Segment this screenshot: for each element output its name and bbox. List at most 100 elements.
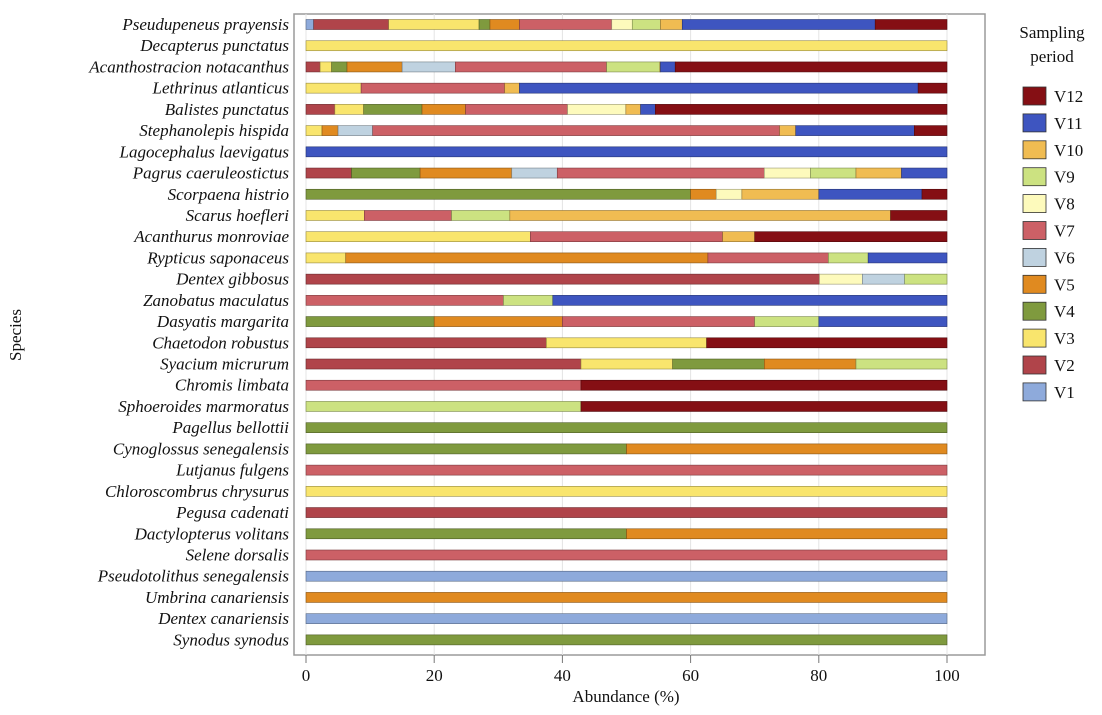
y-axis-title: Species (6, 309, 25, 361)
bar-segment (337, 125, 373, 136)
bar-segment (305, 464, 948, 476)
bar-row (305, 188, 948, 200)
bar-row (305, 570, 948, 582)
bar-segment (504, 82, 520, 94)
bar-segment (567, 104, 627, 115)
x-tick-label: 80 (810, 666, 827, 685)
gridlines (305, 14, 948, 655)
legend-swatch (1022, 382, 1047, 402)
bar-segment (305, 273, 820, 285)
bar-segment (722, 231, 756, 242)
legend-label: V3 (1054, 329, 1075, 348)
legend-label: V4 (1054, 302, 1075, 321)
bar-row (305, 528, 948, 540)
species-label: Lagocephalus laevigatus (118, 142, 289, 161)
bar-segment (305, 210, 365, 221)
bar-segment (818, 188, 923, 200)
species-label: Dentex gibbosus (175, 270, 289, 289)
bar-segment (655, 104, 948, 115)
bar-row (305, 273, 948, 285)
bar-segment (626, 443, 948, 455)
legend: V12 V11 V10 V9 V8 V7 V6 V5 V4 V3 V2 V1 (1022, 86, 1083, 402)
bar-segment (305, 82, 362, 94)
bar-segment (631, 19, 661, 30)
species-label: Chromis limbata (175, 376, 289, 395)
legend-label: V1 (1054, 383, 1075, 402)
bar-segment (305, 231, 531, 242)
legend-swatch (1022, 274, 1047, 294)
bar-segment (914, 125, 948, 136)
bar-row (305, 125, 948, 136)
bar-row (305, 507, 948, 518)
bar-segment (819, 273, 863, 285)
bar-segment (707, 252, 829, 264)
bar-segment (345, 252, 709, 264)
bar-segment (305, 252, 347, 264)
bar-segment (319, 61, 332, 73)
legend-title-line2: period (1030, 47, 1074, 66)
bar-segment (305, 104, 336, 115)
x-tick-label: 100 (934, 666, 960, 685)
legend-label: V5 (1054, 275, 1075, 294)
bar-segment (741, 188, 820, 200)
bar-segment (795, 125, 915, 136)
bar-segment (606, 61, 661, 73)
bar-segment (305, 188, 691, 200)
bar-segment (478, 19, 491, 30)
bar-segment (580, 379, 948, 391)
bar-row (305, 61, 948, 73)
legend-item: V5 (1022, 274, 1075, 294)
bar-segment (917, 82, 948, 94)
bar-row (305, 422, 948, 433)
bar-segment (580, 358, 673, 370)
bar-segment (419, 167, 513, 179)
species-label: Lethrinus atlanticus (152, 79, 290, 98)
bar-row (305, 379, 948, 391)
bar-segment (681, 19, 876, 30)
bar-row (305, 231, 948, 242)
bar-segment (855, 167, 902, 179)
bar-segment (433, 316, 563, 327)
legend-item: V7 (1022, 221, 1075, 241)
species-label: Pegusa cadenati (175, 503, 289, 522)
bar-segment (305, 316, 435, 327)
bar-segment (818, 316, 948, 327)
bar-segment (364, 210, 452, 221)
bar-row (305, 634, 948, 646)
x-tick-label: 40 (554, 666, 571, 685)
species-label: Synodus synodus (173, 630, 289, 649)
bar-segment (489, 19, 520, 30)
bar-segment (305, 379, 582, 391)
bar-segment (331, 61, 348, 73)
bar-segment (346, 61, 403, 73)
bar-row (305, 358, 948, 370)
bar-segment (451, 210, 511, 221)
species-label: Pseudotolithus senegalensis (97, 567, 290, 586)
bar-row (305, 316, 948, 327)
bar-segment (625, 104, 641, 115)
bar-segment (305, 167, 352, 179)
bar-segment (890, 210, 948, 221)
bar-segment (305, 570, 948, 582)
x-tick-label: 20 (426, 666, 443, 685)
bar-segment (503, 295, 554, 306)
species-label: Acanthostracion notacanthus (88, 57, 289, 76)
bar-segment (305, 358, 582, 370)
bar-segment (921, 188, 948, 200)
bar-row (305, 295, 948, 306)
x-tick-label: 60 (682, 666, 699, 685)
legend-swatch (1022, 328, 1047, 348)
bar-segment (465, 104, 568, 115)
species-label: Dactylopterus volitans (134, 524, 290, 543)
bar-row (305, 464, 948, 476)
bar-row (305, 337, 948, 349)
bar-segment (509, 210, 891, 221)
bar-segment (321, 125, 339, 136)
bar-segment (305, 295, 504, 306)
legend-label: V12 (1054, 87, 1083, 106)
bar-row (305, 486, 948, 497)
bar-segment (305, 401, 582, 412)
legend-swatch (1022, 301, 1047, 321)
bar-segment (401, 61, 456, 73)
x-axis-ticks: 0 20 40 60 80 100 (302, 655, 960, 685)
